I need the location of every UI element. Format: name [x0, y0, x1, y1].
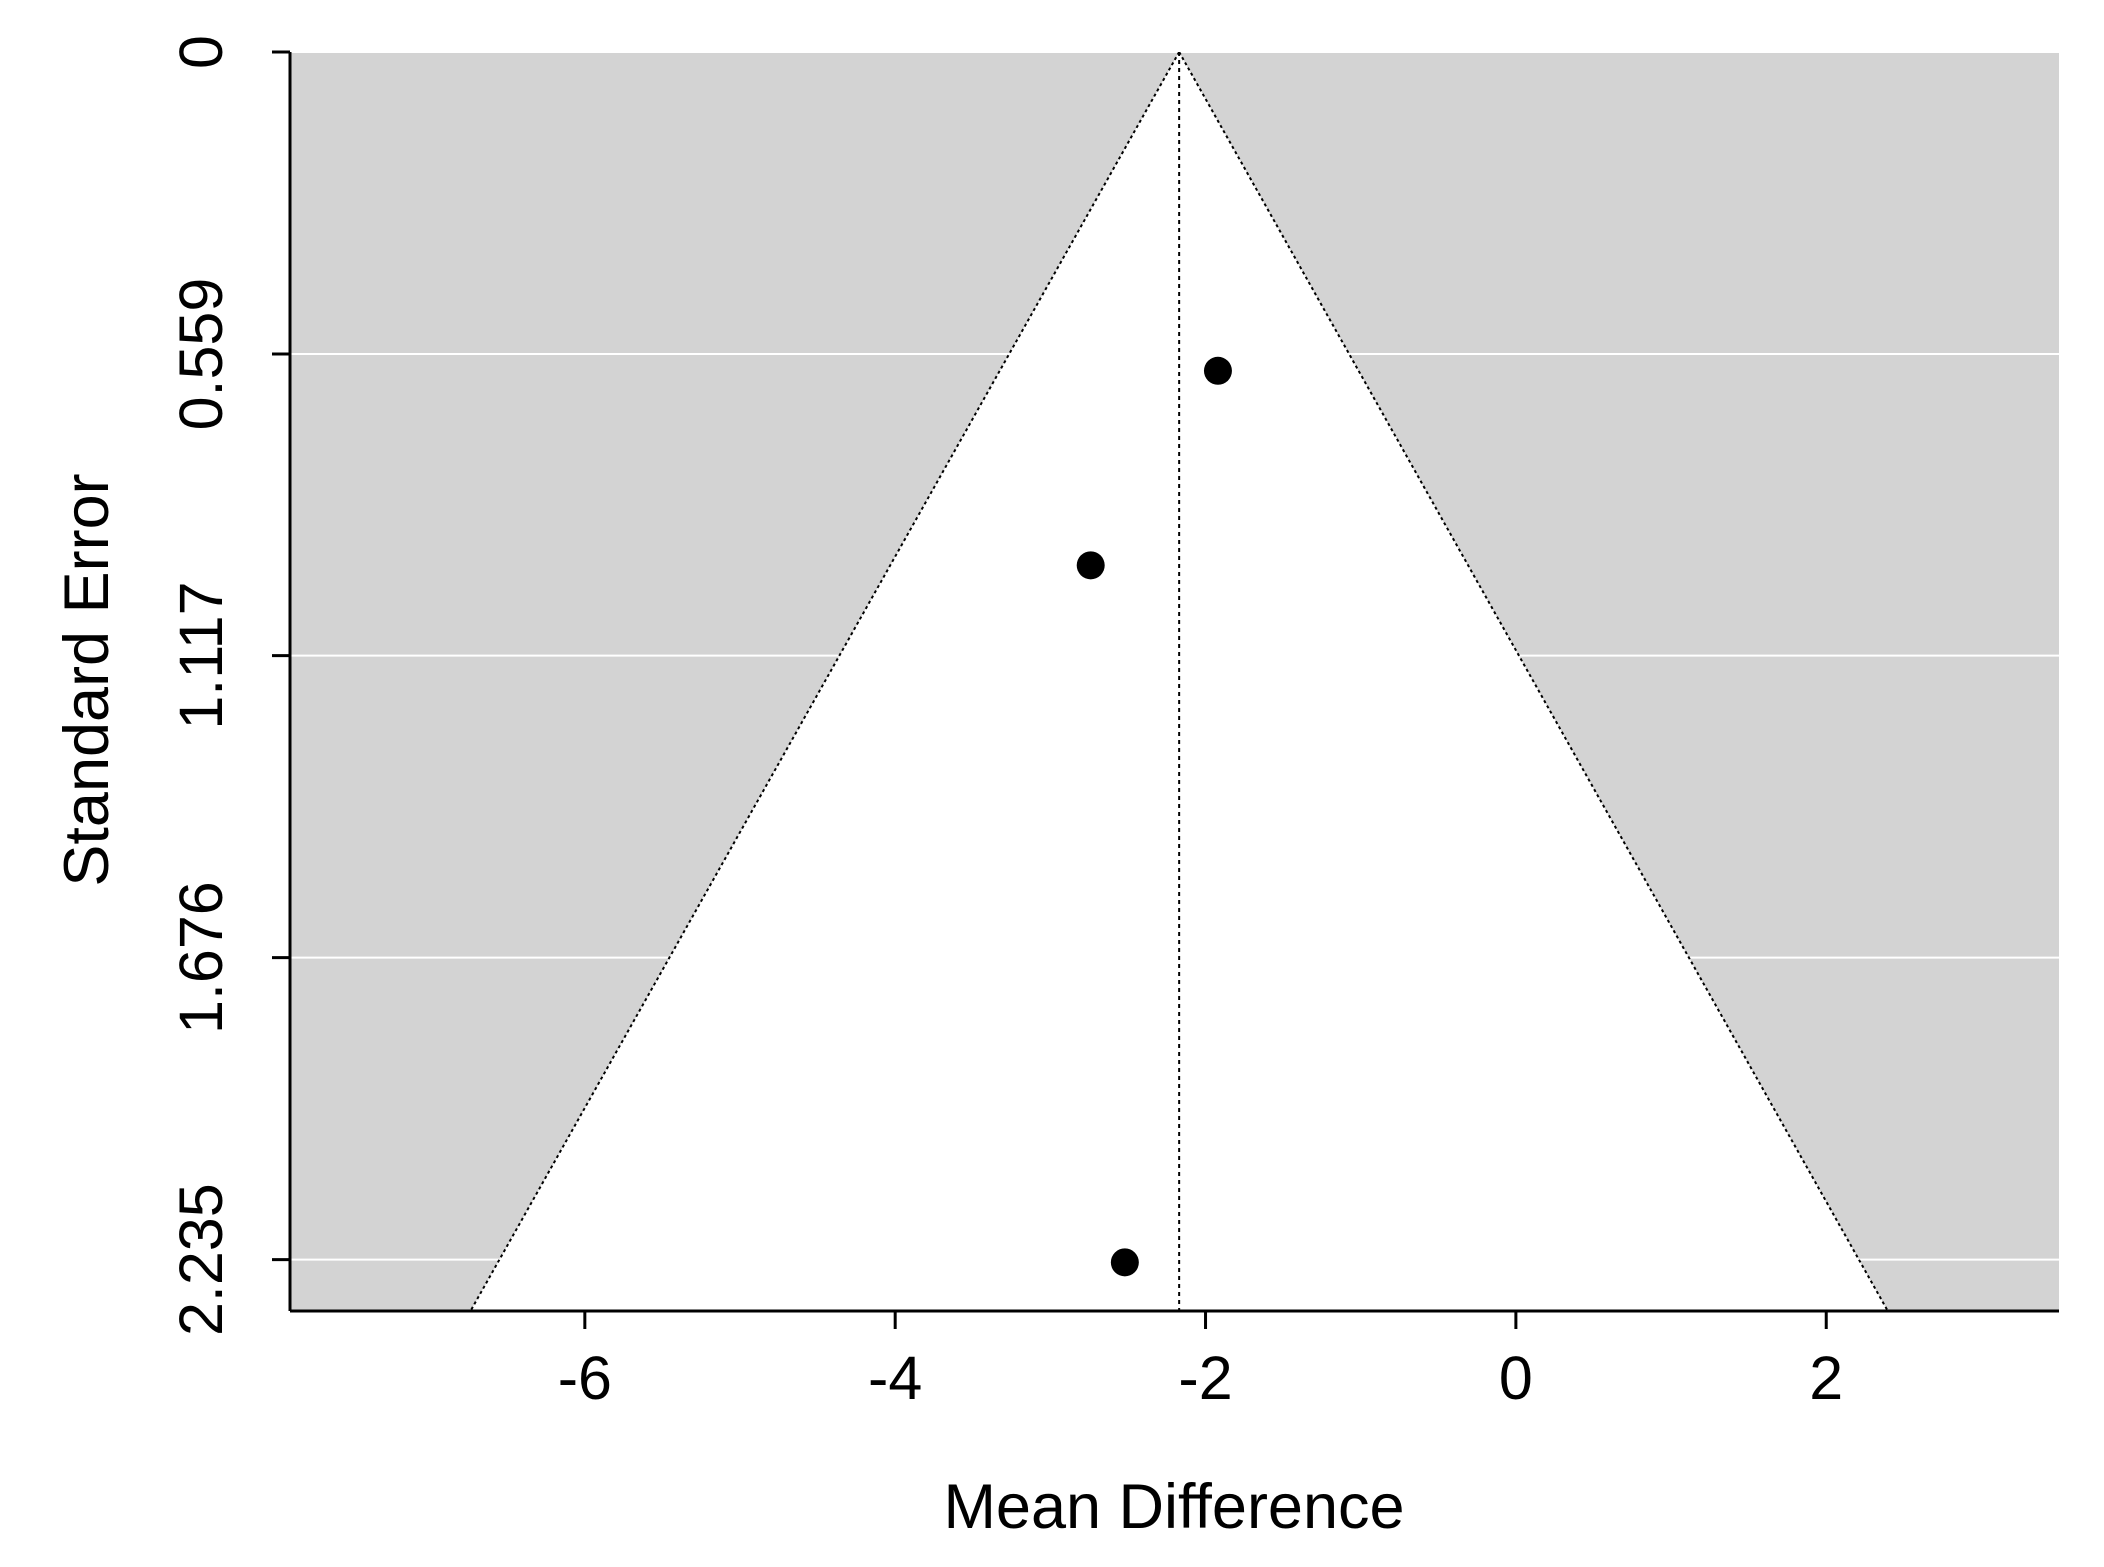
study-point — [1076, 551, 1105, 580]
y-tick-label: 1.117 — [167, 582, 235, 730]
y-tick-label: 1.676 — [167, 881, 235, 1034]
x-tick-label: -2 — [1178, 1344, 1232, 1412]
y-tick-label: 0.559 — [167, 278, 235, 431]
x-tick-label: 2 — [1809, 1344, 1843, 1412]
funnel-region — [470, 52, 1888, 1311]
y-tick-label: 2.235 — [167, 1183, 235, 1336]
x-tick-label: 0 — [1499, 1344, 1533, 1412]
y-axis-title: Standard Error — [52, 473, 122, 886]
x-tick-label: -6 — [558, 1344, 612, 1412]
x-axis-title: Mean Difference — [943, 1472, 1404, 1542]
study-point — [1110, 1248, 1139, 1277]
y-tick-label: 0 — [167, 35, 235, 69]
x-tick-label: -4 — [868, 1344, 922, 1412]
study-point — [1203, 356, 1232, 385]
